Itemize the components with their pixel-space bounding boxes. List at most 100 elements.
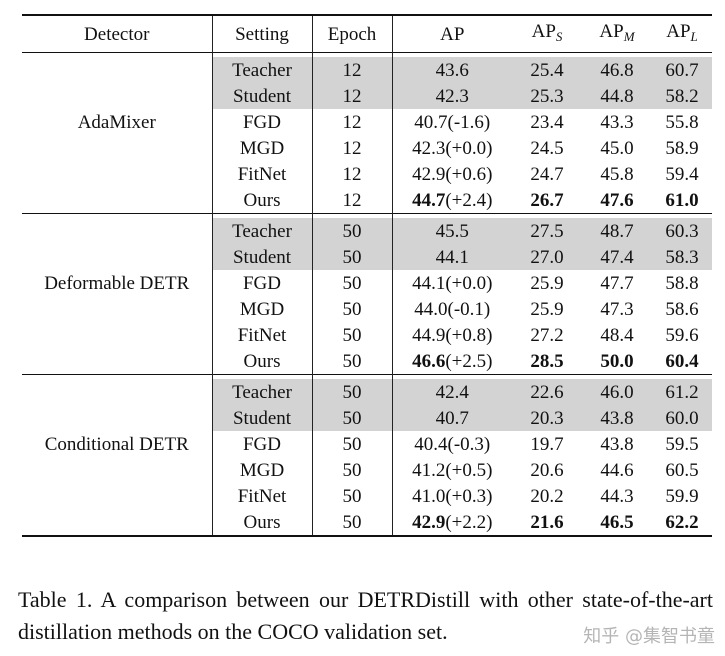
epoch-cell: 50 [312,509,393,536]
ap-l-cell: 58.2 [652,83,712,109]
ap-cell: 40.7(-1.6) [392,109,512,135]
header-ap-m-sub: M [623,29,635,44]
epoch-cell: 12 [312,161,393,187]
ap-s-cell: 27.0 [512,244,582,270]
header-detector: Detector [22,15,213,53]
setting-cell: Teacher [212,57,313,83]
ap-l-cell: 58.6 [665,298,699,320]
ap-delta: (+0.3) [445,485,493,507]
ap-s-cell: 20.6 [530,459,564,481]
ap-s-cell: 25.4 [512,57,582,83]
ap-l-cell: 58.3 [652,244,712,270]
ap-l-cell: 59.5 [665,433,699,455]
header-ap-l: APL [652,15,712,53]
ap-s-cell: 24.5 [530,137,564,159]
header-ap-s-base: AP [531,21,556,42]
ap-l-cell: 55.8 [665,111,699,133]
epoch-cell: 12 [312,135,393,161]
ap-m-cell: 43.3 [600,111,634,133]
ap-s-cell: 23.4 [530,111,564,133]
table-row: MGD 50 44.0(-0.1) 25.9 47.3 58.6 [22,296,712,322]
table-header: Detector Setting Epoch AP APS APM APL [22,15,712,53]
ap-s-cell: 28.5 [530,350,564,372]
header-ap-l-base: AP [666,21,691,42]
ap-delta: (+0.0) [445,137,493,159]
ap-value: 45.5 [435,220,469,242]
ap-value: 46.6 [412,350,446,372]
ap-cell: 45.5 [392,218,512,244]
ap-s-cell: 27.2 [530,324,564,346]
results-table-container: Detector Setting Epoch AP APS APM APL Ad… [22,14,712,537]
setting-cell: Ours [212,509,313,536]
ap-value: 42.3 [435,85,469,107]
table-row: Student 50 44.1 27.0 47.4 58.3 [22,244,712,270]
setting-cell: FitNet [212,161,313,187]
ap-l-cell: 60.7 [652,57,712,83]
ap-cell: 42.4 [392,379,512,405]
ap-s-cell: 20.2 [530,485,564,507]
ap-l-cell: 58.9 [665,137,699,159]
ap-value: 42.9 [412,511,446,533]
ap-l-cell: 58.8 [665,272,699,294]
ap-l-cell: 61.0 [665,189,699,211]
ap-cell: 41.0(+0.3) [392,483,512,509]
epoch-cell: 50 [312,244,393,270]
header-setting: Setting [212,15,313,53]
ap-cell: 44.9(+0.8) [392,322,512,348]
ap-l-cell: 59.6 [665,324,699,346]
ap-delta: (+0.6) [445,163,493,185]
ap-cell: 44.0(-0.1) [392,296,512,322]
header-ap: AP [440,23,465,45]
ap-cell: 43.6 [392,57,512,83]
setting-cell: FitNet [212,483,313,509]
epoch-cell: 50 [312,322,393,348]
group-spacer [22,374,712,379]
table-row: FGD 50 40.4(-0.3) 19.7 43.8 59.5 [22,431,712,457]
ap-value: 43.6 [435,59,469,81]
table-row: Ours 12 44.7(+2.4) 26.7 47.6 61.0 [22,187,712,214]
epoch-cell: 12 [312,187,393,214]
ap-s-cell: 26.7 [530,189,564,211]
ap-m-cell: 45.0 [600,137,634,159]
ap-s-cell: 20.3 [512,405,582,431]
ap-s-cell: 25.3 [512,83,582,109]
table-row: FitNet 50 44.9(+0.8) 27.2 48.4 59.6 [22,322,712,348]
table-row: MGD 12 42.3(+0.0) 24.5 45.0 58.9 [22,135,712,161]
ap-delta: (+2.5) [445,350,493,372]
table-row: Student 12 42.3 25.3 44.8 58.2 [22,83,712,109]
ap-l-cell: 59.9 [665,485,699,507]
table-row: Ours 50 46.6(+2.5) 28.5 50.0 60.4 [22,348,712,375]
setting-cell: Student [212,405,313,431]
group-spacer [22,213,712,218]
epoch-cell: 50 [312,296,393,322]
ap-cell: 42.9(+0.6) [392,161,512,187]
setting-cell: MGD [212,296,313,322]
ap-value: 42.9 [412,163,446,185]
ap-m-cell: 44.8 [582,83,652,109]
ap-m-cell: 47.3 [600,298,634,320]
ap-value: 44.9 [412,324,446,346]
watermark: 知乎 @集智书童 [583,626,715,647]
epoch-cell: 12 [312,83,393,109]
epoch-cell: 50 [312,218,393,244]
ap-cell: 42.9(+2.2) [392,509,512,536]
ap-delta: (+0.5) [445,459,493,481]
epoch-cell: 50 [312,483,393,509]
ap-value: 41.0 [412,485,446,507]
ap-value: 44.1 [435,246,469,268]
results-table: Detector Setting Epoch AP APS APM APL Ad… [22,14,712,537]
ap-m-cell: 45.8 [600,163,634,185]
ap-s-cell: 27.5 [512,218,582,244]
setting-cell: FGD [212,109,313,135]
ap-delta: (-1.6) [447,111,491,133]
table-group: Conditional DETR Teacher 50 42.4 22.6 46.0 61.… [22,374,712,536]
header-ap-l-sub: L [690,29,698,44]
ap-value: 42.3 [412,137,446,159]
setting-cell: FitNet [212,322,313,348]
table-group: AdaMixer Teacher 12 43.6 25.4 46.8 60.7 Student… [22,52,712,214]
table-row: FGD 12 40.7(-1.6) 23.4 43.3 55.8 [22,109,712,135]
header-epoch: Epoch [312,15,393,53]
ap-cell: 42.3(+0.0) [392,135,512,161]
setting-cell: MGD [212,135,313,161]
ap-l-cell: 62.2 [665,511,699,533]
